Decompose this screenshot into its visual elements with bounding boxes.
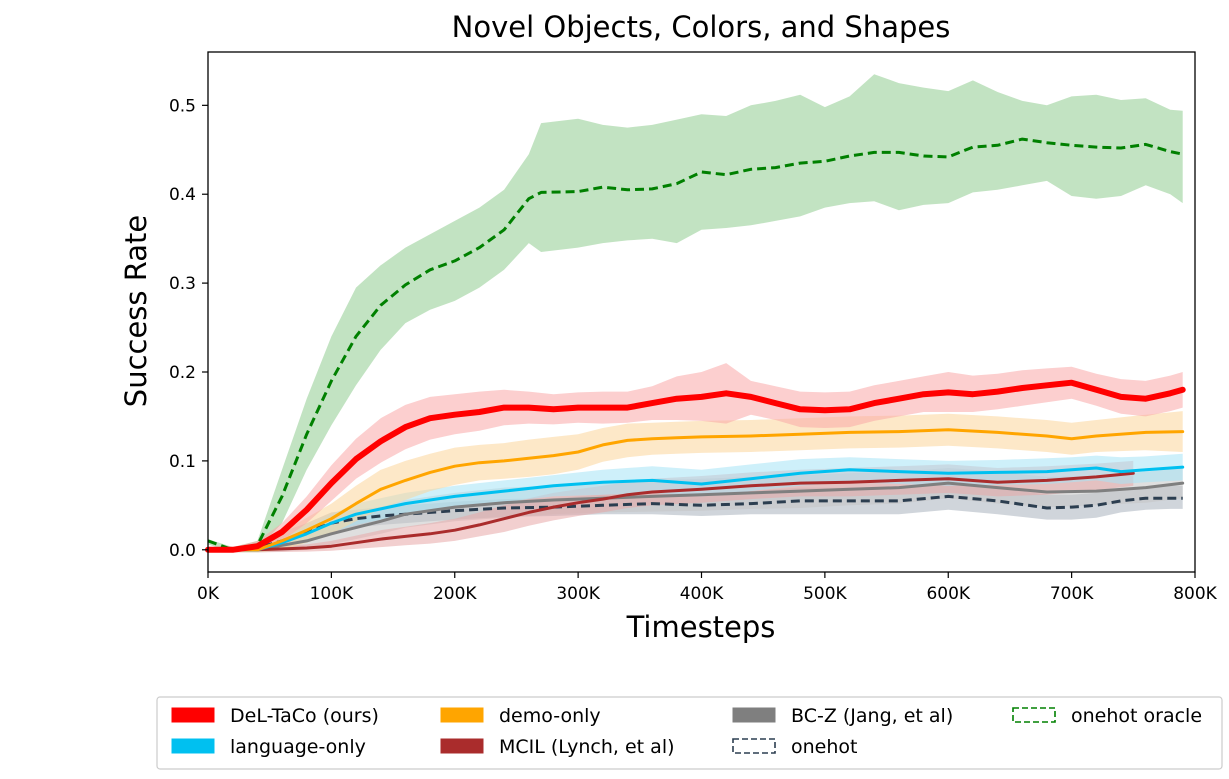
band-onehot: [208, 483, 1183, 553]
legend-swatch: [171, 738, 215, 754]
legend-item-onehot-oracle: onehot oracle: [1012, 705, 1202, 727]
legend-item-del-taco-ours: DeL-TaCo (ours): [171, 705, 379, 727]
y-tick-label: 0.2: [169, 363, 196, 383]
y-tick-label: 0.5: [169, 96, 196, 116]
x-tick-label: 700K: [1050, 584, 1094, 604]
y-tick-label: 0.1: [169, 452, 196, 472]
legend-frame: [156, 696, 1223, 770]
legend-swatch: [440, 738, 484, 754]
x-tick-label: 300K: [556, 584, 600, 604]
line-mcil-lynch-et-al: [206, 471, 1135, 552]
y-tick-label: 0.4: [169, 185, 196, 205]
x-tick-label: 100K: [310, 584, 354, 604]
band-onehot-oracle: [208, 74, 1183, 553]
legend-label: BC-Z (Jang, et al): [791, 705, 953, 727]
legend-label: MCIL (Lynch, et al): [499, 736, 675, 758]
series-lines: [205, 137, 1186, 553]
legend-item-mcil-lynch-et-al: MCIL (Lynch, et al): [440, 736, 675, 758]
line-onehot-oracle: [207, 137, 1184, 552]
line-demo-only: [206, 428, 1185, 552]
legend-swatch: [1012, 707, 1056, 723]
y-axis: 0.0 0.1 0.2 0.3 0.4 0.5: [169, 96, 208, 561]
line-language-only: [206, 465, 1185, 552]
x-tick-label: 800K: [1173, 584, 1217, 604]
x-tick-label: 0K: [197, 584, 220, 604]
legend-label: onehot: [791, 736, 857, 758]
chart-title: Novel Objects, Colors, and Shapes: [452, 10, 951, 44]
x-axis: 0K 100K 200K 300K 400K 500K 600K 700K 800K: [197, 572, 1218, 604]
x-tick-label: 600K: [926, 584, 970, 604]
x-tick-label: 500K: [803, 584, 847, 604]
y-tick-label: 0.3: [169, 274, 196, 294]
y-axis-title: Success Rate: [119, 215, 153, 407]
y-tick-label: 0.0: [169, 541, 196, 561]
legend-item-demo-only: demo-only: [440, 705, 601, 727]
legend-item-language-only: language-only: [171, 736, 366, 758]
line-del-taco-ours: [205, 379, 1186, 553]
legend-swatch: [732, 738, 776, 754]
x-axis-title: Timesteps: [626, 610, 776, 644]
band-del-taco-ours: [208, 363, 1183, 553]
legend-item-bc-z-jang-et-al: BC-Z (Jang, et al): [732, 705, 953, 727]
legend-swatch: [171, 707, 215, 723]
legend-swatch: [440, 707, 484, 723]
legend-label: DeL-TaCo (ours): [230, 705, 379, 727]
x-tick-label: 400K: [680, 584, 724, 604]
legend-label: demo-only: [499, 705, 601, 727]
legend-swatch: [732, 707, 776, 723]
legend-item-onehot: onehot: [732, 736, 857, 758]
legend: DeL-TaCo (ours) language-only demo-only MCI…: [156, 696, 1223, 770]
legend-label: onehot oracle: [1071, 705, 1202, 727]
line-bc-z-jang-et-al: [206, 481, 1185, 552]
x-tick-label: 200K: [433, 584, 477, 604]
legend-label: language-only: [230, 736, 366, 758]
